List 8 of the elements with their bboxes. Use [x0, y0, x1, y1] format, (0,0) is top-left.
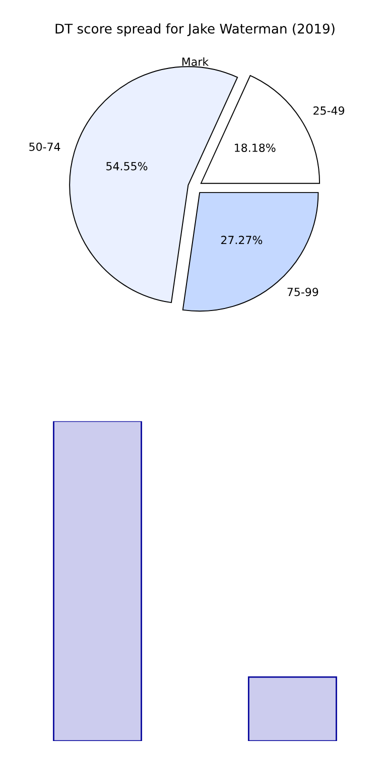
data-label: 18.18%: [234, 144, 276, 152]
text: Mark: [182, 57, 209, 66]
data-label: 27.27%: [221, 236, 262, 244]
slice-label: 50-74: [29, 142, 60, 152]
slice-label: 25-49: [314, 106, 344, 115]
slice-label: 75-99: [288, 288, 318, 296]
data-label: 54.55%: [106, 162, 148, 170]
chart-title: DT score spread for Jake Waterman (2019): [56, 23, 334, 36]
